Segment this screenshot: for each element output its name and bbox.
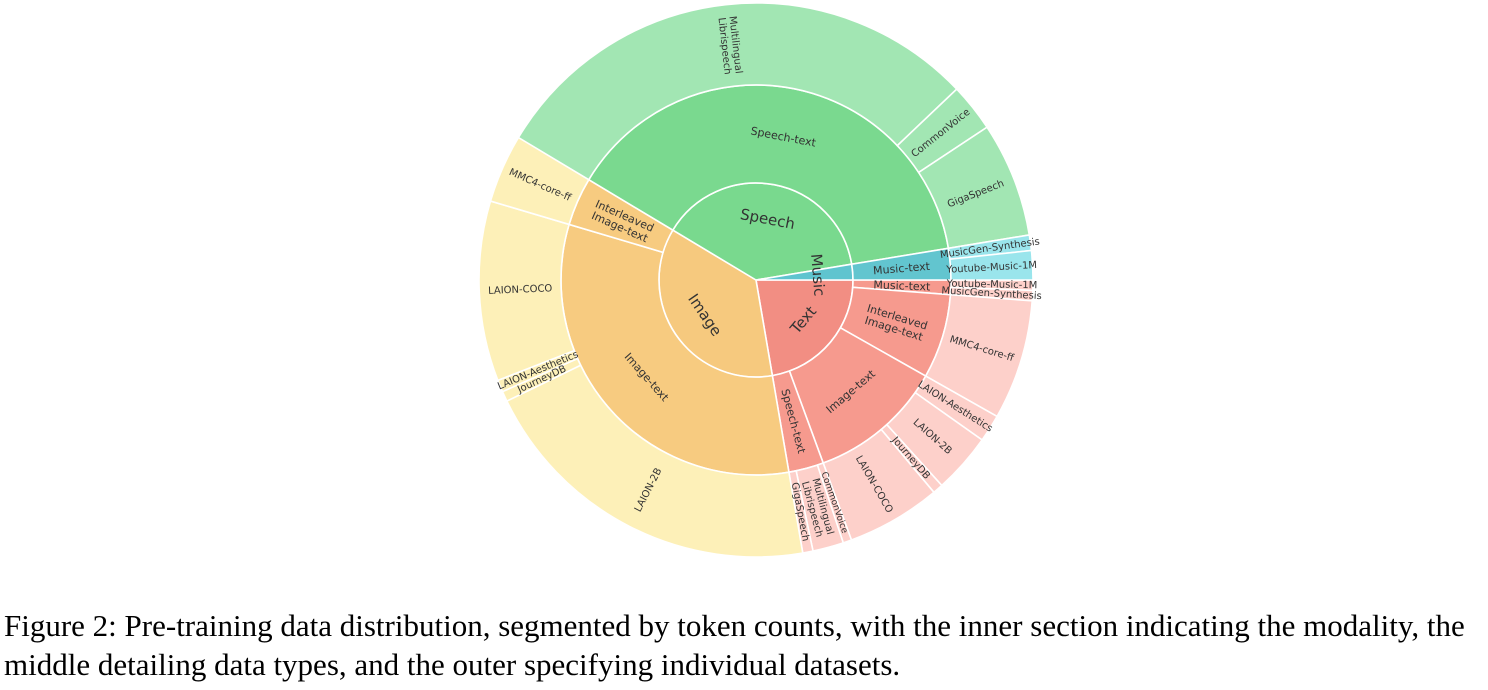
label-image-image-text-laion-coco: LAION-COCO xyxy=(488,283,553,297)
label-music: Music xyxy=(807,253,828,297)
label-text-music-text-youtube-music-1m: Youtube-Music-1M xyxy=(946,278,1038,291)
segment-speech-speech-text-multilingual-librispeech xyxy=(517,2,958,181)
sunburst-segments xyxy=(478,2,1034,558)
figure-caption: Figure 2: Pre-training data distribution… xyxy=(4,608,1465,682)
segment-music-music-text-youtube-music-1m xyxy=(949,249,1034,281)
label-music-music-text-youtube-music-1m: Youtube-Music-1M xyxy=(945,259,1037,275)
label-text-music-text: Music-text xyxy=(873,278,931,293)
label-music-music-text: Music-text xyxy=(873,259,932,277)
